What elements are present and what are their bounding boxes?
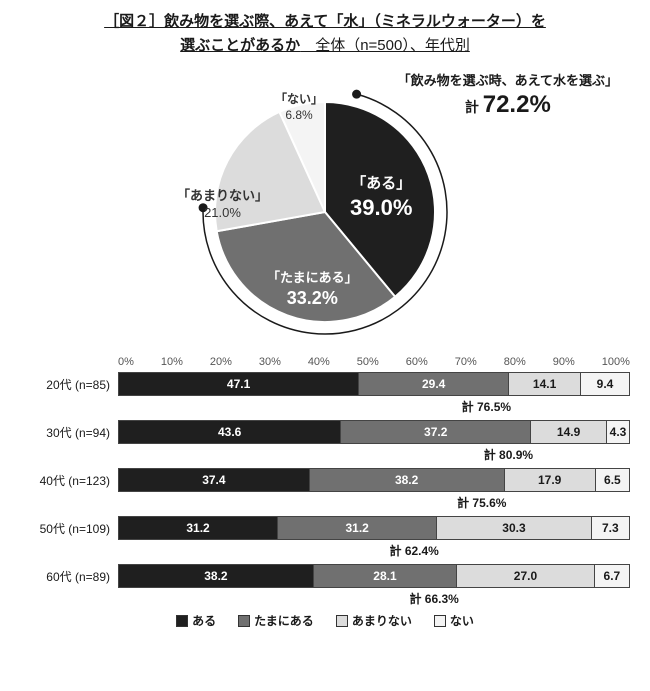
pie-label-nai: 「ない」 6.8% [275,92,323,123]
bar-subtotal: 計 62.4% [389,542,438,559]
bar-segment: 29.4 [359,373,509,395]
pie-label-nai-cat: 「ない」 [275,92,323,108]
pie-label-tamani-cat: 「たまにある」 [267,270,358,287]
bar-segment: 37.4 [119,469,310,491]
pie-label-amari-cat: 「あまりない」 [177,188,268,205]
bar-track: 38.228.127.06.7 [118,564,630,588]
bar-row: 30代 (n=94)43.637.214.94.3計 80.9% [20,420,630,444]
pie-chart-section: 「飲み物を選ぶ時、あえて水を選ぶ」 計 72.2% 「ある」 39.0% 「たま… [20,64,630,344]
legend-swatch [176,615,188,627]
bar-segment: 9.4 [581,373,629,395]
bar-row: 50代 (n=109)31.231.230.37.3計 62.4% [20,516,630,540]
bar-segment: 4.3 [607,421,629,443]
legend-swatch [336,615,348,627]
bar-row-label: 50代 (n=109) [20,520,118,537]
pie-label-aru-cat: 「ある」 [350,174,412,194]
bar-row: 60代 (n=89)38.228.127.06.7計 66.3% [20,564,630,588]
bar-segment: 28.1 [314,565,457,587]
axis-tick: 100% [602,356,630,368]
legend: ある たまにある あまりない ない [20,612,630,629]
callout-value: 72.2% [483,91,551,118]
legend-item: ない [434,612,474,629]
legend-label: あまりない [352,612,412,629]
bar-segment: 43.6 [119,421,341,443]
bar-row-label: 30代 (n=94) [20,424,118,441]
bar-subtotal: 計 75.6% [457,494,506,511]
axis-tick: 60% [406,356,428,368]
axis-tick: 30% [259,356,281,368]
axis-tick: 10% [161,356,183,368]
axis-tick: 0% [118,356,134,368]
bar-track: 37.438.217.96.5 [118,468,630,492]
legend-label: たまにある [254,612,314,629]
legend-item: ある [176,612,216,629]
bar-track: 47.129.414.19.4 [118,372,630,396]
axis-tick: 80% [504,356,526,368]
bar-segment: 30.3 [437,517,592,539]
bar-track: 31.231.230.37.3 [118,516,630,540]
pie-label-tamani-pct: 33.2% [267,287,358,310]
bar-track: 43.637.214.94.3 [118,420,630,444]
bar-segment: 6.7 [595,565,629,587]
bar-segment: 14.9 [531,421,607,443]
pie-chart: 「ある」 39.0% 「たまにある」 33.2% 「あまりない」 21.0% 「… [195,82,455,342]
callout-prefix: 計 [465,99,483,115]
bar-row-label: 60代 (n=89) [20,568,118,585]
pie-label-aru: 「ある」 39.0% [350,174,412,222]
pie-label-amari: 「あまりない」 21.0% [177,188,268,222]
axis-tick: 50% [357,356,379,368]
legend-item: たまにある [238,612,314,629]
bar-segment: 31.2 [119,517,278,539]
title-line2-underline: 選ぶことがあるか [180,37,300,54]
bar-segment: 38.2 [119,565,314,587]
bar-segment: 38.2 [310,469,505,491]
bar-axis: 0% 10% 20% 30% 40% 50% 60% 70% 80% 90% 100% [20,356,630,368]
bar-segment: 37.2 [341,421,531,443]
bar-segment: 14.1 [509,373,581,395]
bar-row-label: 20代 (n=85) [20,376,118,393]
legend-label: ある [192,612,216,629]
legend-item: あまりない [336,612,412,629]
pie-label-tamani: 「たまにある」 33.2% [267,270,358,310]
stacked-bar-section: 0% 10% 20% 30% 40% 50% 60% 70% 80% 90% 100% 20代 (n… [20,356,630,629]
bar-row: 40代 (n=123)37.438.217.96.5計 75.6% [20,468,630,492]
bar-segment: 47.1 [119,373,359,395]
legend-label: ない [450,612,474,629]
bar-row: 20代 (n=85)47.129.414.19.4計 76.5% [20,372,630,396]
axis-tick: 40% [308,356,330,368]
pie-label-nai-pct: 6.8% [275,108,323,124]
bar-subtotal: 計 76.5% [462,398,511,415]
pie-callout-dot [352,90,361,99]
legend-swatch [434,615,446,627]
bar-segment: 17.9 [505,469,596,491]
pie-label-aru-pct: 39.0% [350,194,412,223]
bar-subtotal: 計 80.9% [484,446,533,463]
title-line1: ［図２］飲み物を選ぶ際、あえて「水」（ミネラルウォーター）を [104,10,546,34]
bar-subtotal: 計 66.3% [409,590,458,607]
axis-tick: 20% [210,356,232,368]
axis-tick: 90% [553,356,575,368]
axis-tick: 70% [455,356,477,368]
bar-segment: 7.3 [592,517,629,539]
pie-label-amari-pct: 21.0% [177,205,268,222]
bar-segment: 6.5 [596,469,629,491]
bar-row-label: 40代 (n=123) [20,472,118,489]
legend-swatch [238,615,250,627]
title-line2-rest: 全体（n=500）、年代別 [300,37,470,54]
bar-segment: 27.0 [457,565,595,587]
chart-title: ［図２］飲み物を選ぶ際、あえて「水」（ミネラルウォーター）を 選ぶことがあるか … [20,10,630,58]
bar-segment: 31.2 [278,517,437,539]
